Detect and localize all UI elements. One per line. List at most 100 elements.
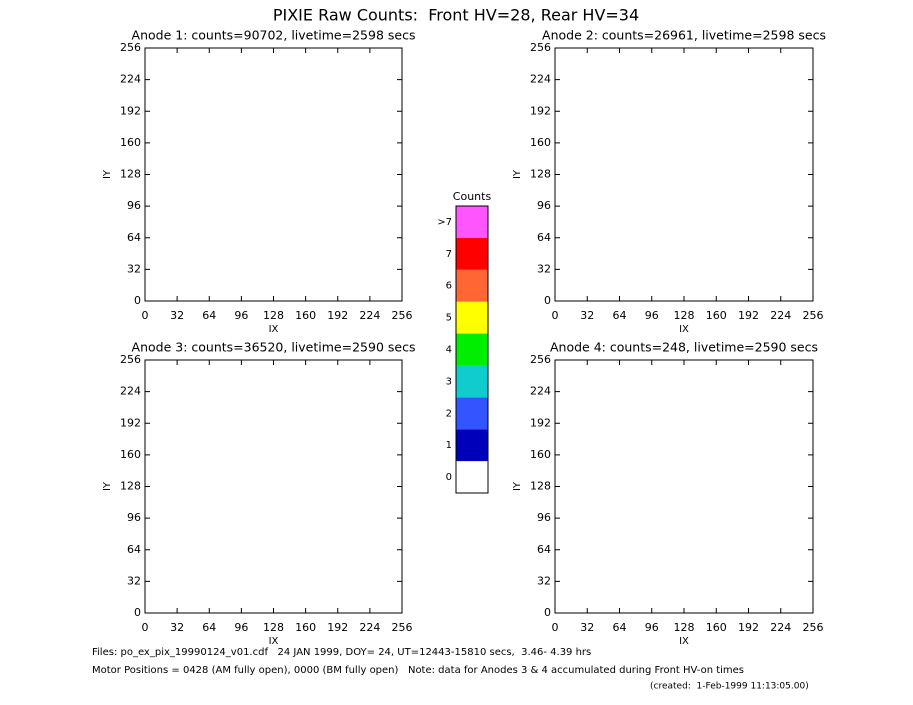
x-tick-label: 160: [295, 309, 316, 322]
colorbar-label: 1: [446, 440, 452, 451]
colorbar-box: [456, 269, 488, 302]
x-axis-label: IX: [679, 324, 689, 335]
x-tick-label: 96: [234, 621, 248, 634]
plot-frame: [144, 47, 403, 302]
y-tick-label: 64: [127, 543, 141, 556]
colorbar-label: >7: [437, 217, 452, 228]
y-tick-label: 192: [530, 104, 551, 117]
x-tick-label: 160: [706, 309, 727, 322]
panel-title: Anode 1: counts=90702, livetime=2598 sec…: [132, 28, 416, 43]
x-axis-label: IX: [679, 636, 689, 647]
x-tick-label: 160: [295, 621, 316, 634]
x-tick-label: 192: [738, 621, 759, 634]
x-tick-label: 0: [142, 621, 149, 634]
x-tick-label: 32: [170, 621, 184, 634]
colorbar-label: 3: [446, 376, 452, 387]
x-tick-label: 192: [327, 309, 348, 322]
colorbar-label: 6: [446, 281, 452, 292]
y-tick-label: 32: [127, 262, 141, 275]
colorbar-label: 2: [446, 408, 452, 419]
y-tick-label: 128: [530, 480, 551, 493]
y-tick-label: 96: [537, 511, 551, 524]
x-tick-label: 224: [359, 309, 380, 322]
y-axis-label: IY: [512, 169, 523, 179]
x-tick-label: 0: [142, 309, 149, 322]
x-tick-label: 96: [234, 309, 248, 322]
x-tick-label: 128: [674, 309, 695, 322]
colorbar-box: [456, 461, 488, 493]
y-tick-label: 32: [537, 262, 551, 275]
y-tick-label: 224: [120, 73, 141, 86]
x-tick-label: 32: [580, 621, 594, 634]
x-tick-label: 224: [770, 621, 791, 634]
y-axis-label: IY: [102, 481, 113, 491]
x-tick-label: 128: [674, 621, 695, 634]
y-tick-label: 0: [544, 294, 551, 307]
colorbar-label: 5: [446, 313, 452, 324]
y-tick-label: 160: [120, 448, 141, 461]
x-tick-label: 96: [645, 309, 659, 322]
y-tick-label: 192: [530, 416, 551, 429]
y-tick-label: 192: [120, 416, 141, 429]
x-tick-label: 64: [202, 621, 216, 634]
y-axis-label: IY: [102, 169, 113, 179]
y-tick-label: 128: [120, 480, 141, 493]
x-tick-label: 0: [552, 621, 559, 634]
x-tick-label: 224: [770, 309, 791, 322]
colorbar-label: 0: [446, 472, 452, 483]
x-tick-label: 192: [738, 309, 759, 322]
y-tick-label: 256: [120, 41, 141, 54]
x-tick-label: 64: [613, 621, 627, 634]
colorbar-label: 4: [446, 345, 452, 356]
panel-title: Anode 4: counts=248, livetime=2590 secs: [550, 340, 818, 355]
footer-line: Files: po_ex_pix_19990124_v01.cdf 24 JAN…: [92, 647, 591, 658]
x-tick-label: 256: [803, 309, 824, 322]
y-tick-label: 192: [120, 104, 141, 117]
panel-title: Anode 3: counts=36520, livetime=2590 sec…: [132, 340, 416, 355]
y-tick-label: 0: [134, 606, 141, 619]
y-tick-label: 128: [120, 168, 141, 181]
y-tick-label: 96: [127, 511, 141, 524]
y-tick-label: 0: [134, 294, 141, 307]
colorbar-box: [456, 237, 488, 270]
y-tick-label: 128: [530, 168, 551, 181]
colorbar-box: [456, 365, 488, 398]
panel-title: Anode 2: counts=26961, livetime=2598 sec…: [542, 28, 826, 43]
y-tick-label: 160: [530, 136, 551, 149]
footer-line: (created: 1-Feb-1999 11:13:05.00): [650, 682, 809, 692]
y-tick-label: 64: [537, 231, 551, 244]
y-tick-label: 256: [530, 41, 551, 54]
y-tick-label: 96: [127, 199, 141, 212]
footer-line: Motor Positions = 0428 (AM fully open), …: [92, 665, 744, 676]
x-tick-label: 160: [706, 621, 727, 634]
colorbar-box: [456, 429, 488, 462]
y-tick-label: 256: [530, 353, 551, 366]
x-tick-label: 256: [392, 309, 413, 322]
x-tick-label: 64: [613, 309, 627, 322]
y-tick-label: 64: [127, 231, 141, 244]
x-axis-label: IX: [269, 636, 279, 647]
plot-frame: [554, 359, 814, 614]
y-tick-label: 0: [544, 606, 551, 619]
colorbar-box: [456, 301, 488, 334]
x-tick-label: 224: [359, 621, 380, 634]
x-tick-label: 32: [580, 309, 594, 322]
colorbar-title: Counts: [453, 190, 492, 203]
colorbar-label: 7: [446, 249, 452, 260]
colorbar-box: [456, 333, 488, 366]
x-tick-label: 128: [263, 309, 284, 322]
x-tick-label: 256: [803, 621, 824, 634]
x-tick-label: 96: [645, 621, 659, 634]
x-tick-label: 192: [327, 621, 348, 634]
colorbar-box: [456, 397, 488, 430]
x-tick-label: 128: [263, 621, 284, 634]
x-tick-label: 256: [392, 621, 413, 634]
x-tick-label: 32: [170, 309, 184, 322]
colorbar-frame: [455, 205, 489, 494]
plot-frame: [554, 47, 814, 302]
y-tick-label: 224: [530, 73, 551, 86]
y-tick-label: 224: [120, 385, 141, 398]
y-tick-label: 32: [127, 574, 141, 587]
page-title: PIXIE Raw Counts: Front HV=28, Rear HV=3…: [273, 6, 639, 25]
